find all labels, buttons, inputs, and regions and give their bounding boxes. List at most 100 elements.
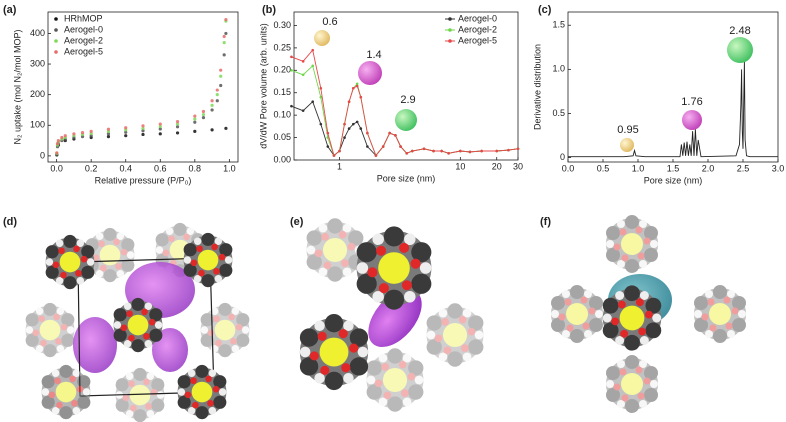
data-point [219, 83, 223, 88]
cluster [426, 303, 484, 367]
legend-label: Aerogel-5 [64, 46, 103, 56]
data-point [193, 114, 197, 118]
legend-label: Aerogel-0 [458, 13, 497, 23]
data-point [201, 116, 206, 120]
data-point [210, 99, 214, 103]
data-point [106, 134, 111, 139]
pore-sphere [620, 138, 634, 152]
x-tick-label: 10 [455, 161, 465, 171]
data-point [219, 74, 223, 78]
x-tick-label: 3.0 [772, 163, 785, 173]
y-tick-label: 0 [40, 150, 45, 160]
y-tick-label: 1.0 [552, 64, 565, 74]
cavity [368, 288, 422, 348]
data-point [175, 131, 180, 135]
pore-sphere [682, 110, 702, 130]
y-tick-label: 100 [30, 120, 45, 130]
legend-label: Aerogel-2 [458, 24, 497, 34]
data-point [405, 151, 409, 155]
cluster [366, 348, 424, 412]
cluster [25, 302, 75, 358]
cluster [606, 355, 658, 413]
cluster [41, 364, 91, 420]
data-point [158, 127, 162, 131]
y-tick-label: 0.25 [273, 42, 291, 52]
x-tick-label: 0.6 [154, 163, 167, 173]
data-point [175, 119, 180, 124]
panel-label: (f) [540, 216, 551, 228]
x-tick-label: 2.5 [737, 163, 750, 173]
y-tick-label: 0 [560, 152, 565, 162]
legend-label: Aerogel-5 [458, 35, 497, 45]
data-point [311, 48, 315, 52]
y-tick-label: 200 [30, 89, 45, 99]
cavity [73, 317, 117, 373]
structure-image-d [25, 222, 250, 422]
data-point [210, 103, 214, 107]
structure-image-f [551, 215, 746, 413]
data-point [366, 131, 369, 135]
y-tick-label: 300 [30, 58, 45, 68]
data-point [124, 126, 128, 130]
x-tick-label: 1.0 [223, 163, 236, 173]
plot-frame [47, 11, 239, 163]
data-point [106, 132, 111, 136]
data-point [459, 149, 462, 153]
data-point [124, 130, 128, 134]
cluster [299, 313, 369, 391]
x-tick-label: 1.0 [632, 163, 645, 173]
data-point [210, 108, 214, 112]
data-point [432, 149, 435, 153]
data-point [55, 142, 60, 146]
data-point [355, 120, 359, 124]
data-point [56, 138, 60, 143]
panel-label: (e) [290, 216, 304, 228]
data-point [55, 151, 59, 155]
data-point [359, 127, 363, 130]
data-point [338, 149, 341, 153]
y-tick-label: 1.5 [552, 20, 565, 30]
legend-marker [448, 28, 452, 32]
cluster [177, 364, 227, 420]
plot-frame [293, 11, 519, 161]
data-point [311, 64, 315, 68]
data-point [290, 104, 293, 108]
data-point [193, 120, 197, 124]
data-point [447, 151, 450, 155]
panel-label: (b) [262, 4, 276, 16]
data-line [568, 60, 778, 158]
x-tick-label: 1 [337, 161, 342, 171]
data-point [215, 88, 219, 92]
data-point [224, 126, 228, 130]
x-axis-label: Relative pressure (P/P₀) [95, 175, 192, 185]
legend-label: HRhMOP [64, 13, 103, 23]
data-point [301, 73, 305, 77]
x-tick-label: 0.0 [50, 163, 63, 173]
x-tick-label: 0.4 [119, 163, 132, 173]
y-axis-label: Derivative distribution [532, 44, 542, 130]
data-point [141, 132, 145, 137]
pore-sphere [358, 61, 382, 85]
data-point [347, 127, 351, 130]
data-point [326, 145, 330, 148]
data-point [201, 109, 206, 114]
data-point [141, 124, 145, 128]
cluster [200, 302, 250, 358]
data-point [355, 82, 359, 86]
data-point [106, 127, 111, 131]
data-point [351, 122, 355, 126]
panel-label: (c) [538, 4, 552, 16]
data-point [158, 132, 162, 136]
x-tick-label: 30 [513, 161, 523, 171]
data-point [222, 53, 226, 57]
data-point [507, 148, 510, 152]
x-tick-label: 20 [492, 161, 502, 171]
data-point [440, 149, 443, 153]
data-point [381, 145, 385, 148]
data-point [388, 131, 391, 135]
data-point [215, 99, 219, 103]
pore-sphere [727, 37, 753, 63]
data-point [332, 154, 336, 157]
data-point [215, 93, 219, 97]
data-point [422, 147, 426, 151]
